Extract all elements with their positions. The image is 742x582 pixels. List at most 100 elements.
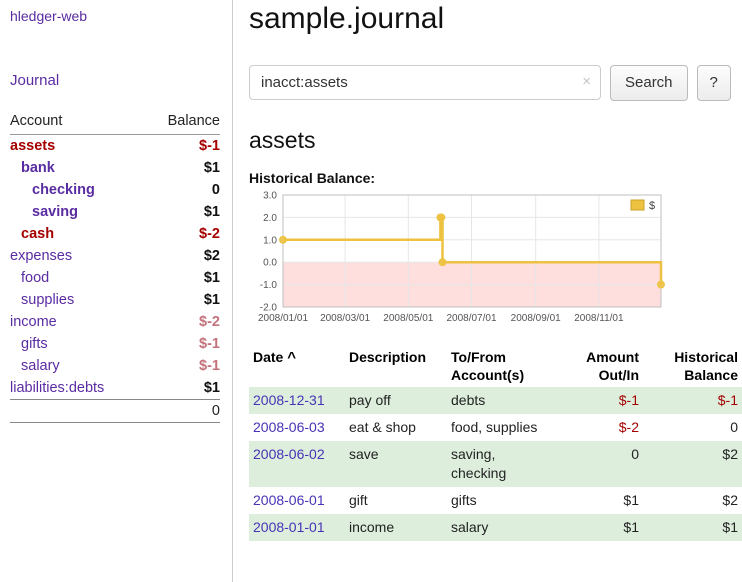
account-balance: $-2 (199, 226, 220, 242)
chart-ytick-label: 1.0 (263, 235, 277, 246)
search-input[interactable] (249, 65, 601, 100)
account-name-cell: expenses (10, 245, 145, 267)
register-description: income (349, 518, 395, 535)
col-date-label: Date (253, 348, 284, 365)
chart-legend: $ (626, 196, 660, 216)
clear-search-icon[interactable]: × (582, 73, 591, 90)
chart-xtick-label: 2008/09/01 (511, 313, 561, 324)
col-amount-line2: Out/In (598, 367, 639, 384)
help-button[interactable]: ? (696, 64, 731, 101)
col-amount: Amount Out/In (551, 346, 643, 388)
transaction-date-link[interactable]: 2008-12-31 (253, 392, 325, 409)
register-accounts: saving, checking (451, 446, 507, 481)
accounts-total-row: 0 (10, 399, 220, 423)
transaction-date-link[interactable]: 2008-06-01 (253, 491, 325, 508)
accounts-col-balance: Balance (144, 111, 220, 135)
account-name-cell: salary (10, 355, 145, 377)
account-link[interactable]: income (10, 314, 57, 330)
account-link[interactable]: gifts (21, 336, 48, 352)
account-row: expenses $2 (10, 245, 220, 267)
account-link[interactable]: saving (32, 204, 78, 220)
account-balance: $1 (203, 160, 220, 176)
accounts-header-row: Account Balance (10, 111, 220, 135)
chart-plot-border (282, 194, 662, 307)
account-row: gifts $-1 (10, 333, 220, 355)
col-historical-balance: Historical Balance (643, 346, 742, 388)
chart-xtick-label: 2008/03/01 (320, 313, 370, 324)
chart-ytick-label: 0.0 (263, 257, 277, 268)
transaction-date-link[interactable]: 2008-06-02 (253, 446, 325, 463)
register-table: Date ^ Description To/From Account(s) Am… (249, 346, 742, 541)
account-link[interactable]: food (21, 270, 50, 286)
account-name-cell: assets (10, 135, 145, 158)
register-row: 2008-06-01 gift gifts $1 $2 (249, 487, 742, 514)
col-description: Description (349, 348, 427, 365)
register-balance: $-1 (717, 392, 738, 409)
account-name-cell: liabilities:debts (10, 377, 145, 400)
col-date[interactable]: Date ^ (249, 346, 345, 388)
chart-ytick-label: 2.0 (263, 212, 277, 223)
chart-legend-swatch (630, 199, 645, 210)
account-name-cell: income (10, 311, 145, 333)
account-link[interactable]: salary (21, 358, 60, 374)
register-accounts: debts (451, 392, 486, 409)
chart-ytick-label: -1.0 (260, 280, 278, 291)
account-balance: $-1 (199, 336, 220, 352)
chart-label: Historical Balance: (249, 169, 376, 186)
account-link[interactable]: cash (21, 226, 55, 242)
account-balance: $1 (203, 292, 220, 308)
chart-legend-label: $ (649, 200, 655, 212)
chart-point (438, 257, 447, 266)
register-balance: $2 (722, 491, 738, 508)
account-link[interactable]: bank (21, 160, 55, 176)
register-row: 2008-12-31 pay off debts $-1 $-1 (249, 387, 742, 415)
col-accounts: To/From Account(s) (447, 346, 551, 388)
account-balance: $1 (203, 380, 220, 396)
register-date-cell: 2008-12-31 (249, 387, 345, 414)
chart-point (657, 280, 665, 289)
account-row: liabilities:debts $1 (10, 377, 220, 400)
account-link[interactable]: expenses (10, 248, 73, 264)
account-link[interactable]: assets (10, 138, 56, 154)
register-amount: $1 (623, 491, 639, 508)
account-row: food $1 (10, 267, 220, 289)
account-name-cell: gifts (10, 333, 145, 355)
col-amount-line1: Amount (586, 348, 639, 365)
chart-ytick-label: -2.0 (260, 302, 278, 313)
register-header-row: Date ^ Description To/From Account(s) Am… (249, 346, 742, 388)
transaction-date-link[interactable]: 2008-01-01 (253, 518, 325, 535)
account-link[interactable]: liabilities:debts (10, 380, 105, 396)
search-button[interactable]: Search (610, 64, 688, 101)
main-content: sample.journal × Search ? assets Histori… (233, 0, 742, 582)
account-row: checking 0 (10, 179, 220, 201)
transaction-date-link[interactable]: 2008-06-03 (253, 419, 325, 436)
account-link[interactable]: checking (32, 182, 95, 198)
register-amount: 0 (631, 446, 639, 463)
sidebar: hledger-web Journal Account Balance asse… (0, 0, 233, 582)
account-name-cell: food (10, 267, 145, 289)
register-date-cell: 2008-06-02 (249, 441, 345, 487)
nav-journal-link[interactable]: Journal (10, 72, 60, 89)
account-balance: 0 (211, 182, 220, 198)
account-row: income $-2 (10, 311, 220, 333)
account-row: cash $-2 (10, 223, 220, 245)
app-brand-link[interactable]: hledger-web (10, 8, 88, 24)
register-balance: $2 (722, 446, 738, 463)
search-bar: × Search ? (249, 64, 742, 101)
accounts-col-account: Account (10, 111, 145, 135)
col-historical-line2: Balance (684, 367, 738, 384)
account-link[interactable]: supplies (21, 292, 75, 308)
register-balance: $1 (722, 518, 738, 535)
register-description: gift (349, 491, 368, 508)
account-balance: $1 (203, 204, 220, 220)
register-accounts: gifts (451, 491, 477, 508)
account-balance: $-2 (199, 314, 220, 330)
register-description: pay off (349, 392, 391, 409)
chart-xtick-label: 2008/05/01 (383, 313, 433, 324)
register-amount: $-2 (618, 419, 639, 436)
accounts-total-value: 0 (144, 399, 220, 423)
account-row: saving $1 (10, 201, 220, 223)
account-row: salary $-1 (10, 355, 220, 377)
